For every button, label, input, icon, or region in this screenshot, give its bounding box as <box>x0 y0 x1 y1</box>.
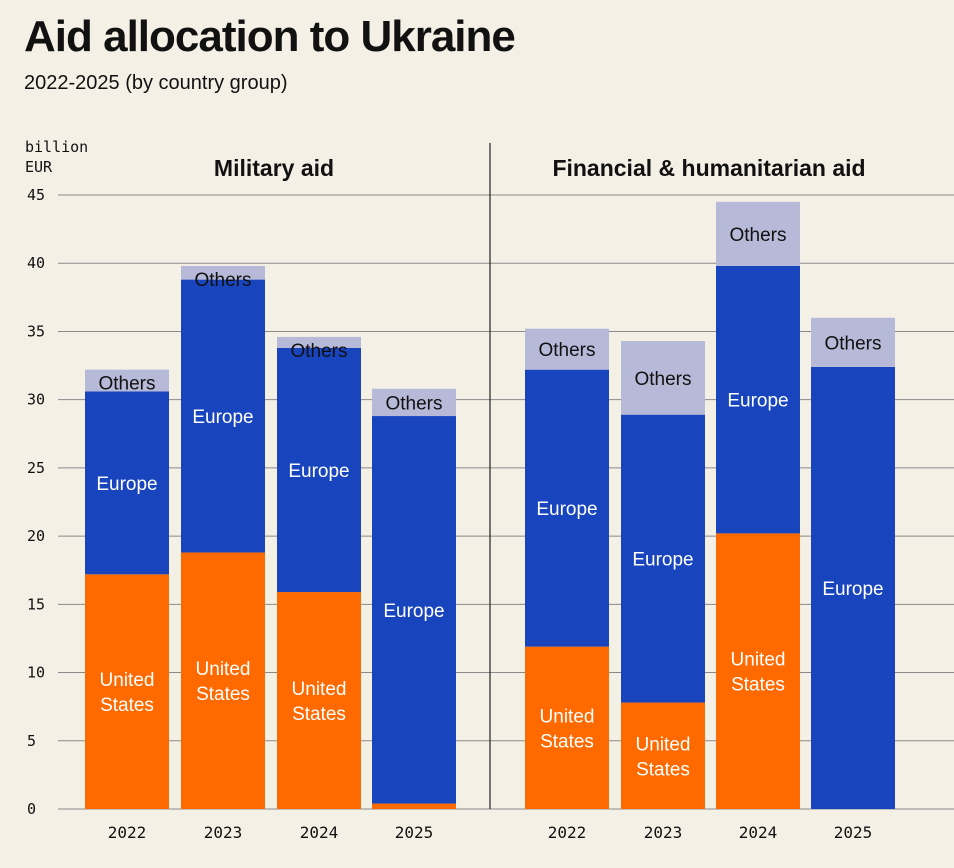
segment-label: Others <box>538 340 595 361</box>
segment-label: United <box>540 706 595 727</box>
segment-label: Others <box>98 374 155 395</box>
bar-segment-united-states <box>372 803 456 809</box>
page-subtitle: 2022-2025 (by country group) <box>24 72 288 94</box>
bar-segment-europe <box>85 391 169 575</box>
bar-segment-others <box>525 328 609 370</box>
x-tick-label: 2023 <box>204 823 243 842</box>
bar-segment-europe <box>811 366 895 809</box>
segment-label: United <box>196 659 251 680</box>
x-tick-label: 2025 <box>395 823 434 842</box>
x-tick-label: 2022 <box>548 823 587 842</box>
segment-label: States <box>100 695 154 716</box>
y-axis-unit-label: billion <box>25 138 88 156</box>
y-tick-label: 45 <box>27 186 45 204</box>
segment-label: Europe <box>822 579 883 600</box>
bar-segment-europe <box>372 416 456 804</box>
segment-label: Others <box>385 393 442 414</box>
x-tick-label: 2024 <box>300 823 339 842</box>
x-tick-label: 2023 <box>644 823 683 842</box>
segment-label: States <box>540 731 594 752</box>
bar-segment-europe <box>181 279 265 553</box>
y-tick-label: 5 <box>27 732 36 750</box>
bar-segment-others <box>372 388 456 417</box>
bar-segment-united-states <box>525 646 609 809</box>
bar-segment-europe <box>277 347 361 593</box>
segment-label: States <box>196 684 250 705</box>
segment-label: United <box>636 734 691 755</box>
bar-segment-united-states <box>85 574 169 809</box>
x-tick-label: 2024 <box>739 823 778 842</box>
segment-label: States <box>292 704 346 725</box>
x-tick-label: 2022 <box>108 823 147 842</box>
segment-label: Europe <box>192 407 253 428</box>
panel-title: Financial & humanitarian aid <box>552 155 865 181</box>
y-tick-label: 40 <box>27 254 45 272</box>
bar-segment-others <box>811 317 895 367</box>
bar-segment-others <box>277 336 361 348</box>
segment-label: Others <box>824 333 881 354</box>
y-tick-label: 15 <box>27 595 45 613</box>
panel-title: Military aid <box>214 155 334 181</box>
segment-label: States <box>731 675 785 696</box>
y-tick-label: 35 <box>27 322 45 340</box>
segment-label: United <box>731 650 786 671</box>
bar-segment-united-states <box>181 552 265 809</box>
bar-segment-others <box>181 265 265 280</box>
bar-segment-europe <box>716 265 800 534</box>
bar-segment-united-states <box>277 592 361 809</box>
bar-segment-united-states <box>621 702 705 809</box>
page-title: Aid allocation to Ukraine <box>24 12 516 61</box>
segment-label: United <box>292 679 347 700</box>
y-tick-label: 30 <box>27 391 45 409</box>
y-axis-unit-label: EUR <box>25 158 53 176</box>
x-tick-label: 2025 <box>834 823 873 842</box>
y-tick-label: 10 <box>27 664 45 682</box>
segment-label: Others <box>634 369 691 390</box>
segment-label: Europe <box>727 391 788 412</box>
segment-label: Europe <box>383 601 444 622</box>
bar-segment-others <box>85 369 169 392</box>
bar-segment-united-states <box>716 533 800 809</box>
segment-label: Europe <box>632 550 693 571</box>
bar-segment-others <box>621 340 705 415</box>
y-tick-label: 0 <box>27 800 36 818</box>
segment-label: Europe <box>288 461 349 482</box>
segment-label: Others <box>729 225 786 246</box>
segment-label: Others <box>290 341 347 362</box>
bar-segment-europe <box>525 369 609 647</box>
y-tick-label: 25 <box>27 459 45 477</box>
segment-label: Europe <box>96 474 157 495</box>
segment-label: United <box>100 670 155 691</box>
segment-label: Europe <box>536 499 597 520</box>
segment-label: States <box>636 759 690 780</box>
bar-segment-europe <box>621 414 705 703</box>
y-tick-label: 20 <box>27 527 45 545</box>
bar-segment-others <box>716 201 800 266</box>
segment-label: Others <box>194 270 251 291</box>
